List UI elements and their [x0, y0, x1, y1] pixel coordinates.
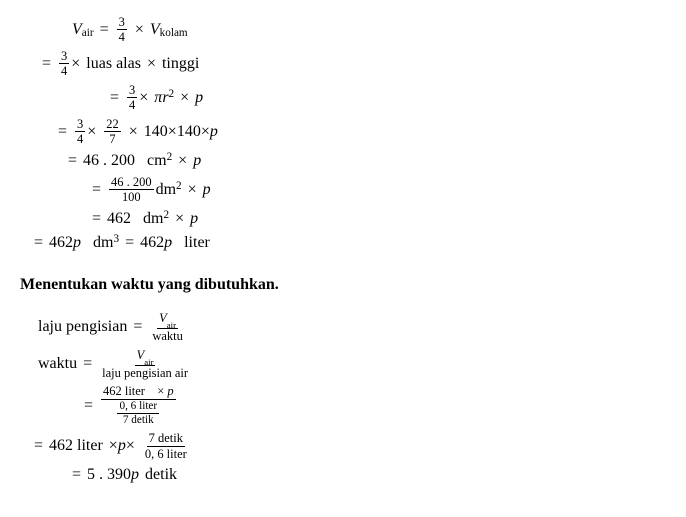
frac-vair-waktu: Vair waktu	[150, 312, 184, 343]
eq2-line-4: = 462 liter × p × 7 detik 0, 6 liter	[20, 432, 666, 460]
var-p: p	[164, 234, 172, 252]
times: ×	[126, 437, 135, 455]
equals: =	[110, 89, 119, 107]
unit-dm: dm	[156, 181, 176, 199]
var-p: p	[195, 89, 203, 107]
equals: =	[58, 123, 67, 141]
frac-complex: 462 liter × p 0, 6 liter 7 detik	[101, 385, 176, 426]
eq2-line-2: waktu = Vair laju pengisian air	[20, 349, 666, 380]
equals: =	[42, 55, 51, 73]
times: ×	[175, 210, 184, 228]
val-462: 462	[107, 210, 131, 228]
var-p: p	[73, 234, 81, 252]
frac-46200-100: 46 . 200100	[109, 176, 154, 204]
eq2-line-5: = 5 . 390p detik	[20, 466, 666, 484]
pi: π	[154, 89, 162, 107]
frac-vair-laju: Vair laju pengisian air	[100, 349, 190, 380]
eq-line-6: = 46 . 200100 dm2 × p	[20, 176, 666, 204]
frac-22-7: 227	[104, 118, 120, 146]
section-heading: Menentukan waktu yang dibutuhkan.	[20, 276, 666, 294]
equals: =	[125, 234, 134, 252]
equals: =	[100, 21, 109, 39]
times: ×	[139, 89, 148, 107]
equals: =	[83, 355, 92, 373]
times: ×	[168, 123, 177, 141]
equals: =	[92, 210, 101, 228]
sub-air: air	[82, 27, 94, 39]
val-462: 462	[140, 234, 164, 252]
sup-2: 2	[163, 209, 169, 221]
text-luas-alas: luas alas	[86, 55, 141, 73]
equals: =	[84, 397, 93, 415]
text-waktu: waktu	[38, 355, 77, 373]
unit-detik: detik	[145, 466, 177, 484]
eq-line-4: = 34 × 227 × 140 × 140 × p	[20, 118, 666, 146]
equals: =	[72, 466, 81, 484]
val-462-liter: 462 liter	[49, 437, 103, 455]
frac-7detik: 7 detik 0, 6 liter	[143, 432, 189, 460]
equals: =	[92, 181, 101, 199]
times: ×	[201, 123, 210, 141]
text-tinggi: tinggi	[162, 55, 199, 73]
times: ×	[178, 152, 187, 170]
eq2-line-1: laju pengisian = Vair waktu	[20, 312, 666, 343]
equals: =	[133, 318, 142, 336]
val-462: 462	[49, 234, 73, 252]
times: ×	[129, 123, 138, 141]
var-V2: V	[150, 21, 160, 39]
sup-2: 2	[176, 180, 182, 192]
equals: =	[68, 152, 77, 170]
sup-3: 3	[113, 233, 119, 245]
sup-2: 2	[169, 88, 175, 100]
eq-line-8: = 462p dm3 = 462p liter	[20, 234, 666, 252]
frac-3-4: 34	[75, 118, 85, 146]
var-p: p	[131, 466, 139, 484]
equals: =	[34, 437, 43, 455]
eq-line-3: = 34 × πr2 × p	[20, 84, 666, 112]
frac-3-4: 34	[117, 16, 127, 44]
val-140: 140	[177, 123, 201, 141]
times: ×	[135, 21, 144, 39]
times: ×	[71, 55, 80, 73]
frac-inner: 0, 6 liter 7 detik	[117, 401, 159, 426]
text-laju-pengisian: laju pengisian	[38, 318, 127, 336]
eq-line-5: = 46 . 200 cm2 × p	[20, 152, 666, 170]
times: ×	[188, 181, 197, 199]
var-p: p	[190, 210, 198, 228]
var-p: p	[210, 123, 218, 141]
eq-line-1: Vair = 34 × Vkolam	[20, 16, 666, 44]
unit-liter: liter	[184, 234, 210, 252]
equals: =	[34, 234, 43, 252]
frac-3-4: 34	[59, 50, 69, 78]
var-p: p	[203, 181, 211, 199]
frac-3-4: 34	[127, 84, 137, 112]
val-140: 140	[144, 123, 168, 141]
val-46200: 46 . 200	[83, 152, 135, 170]
var-p: p	[193, 152, 201, 170]
var-V: V	[72, 21, 82, 39]
unit-dm: dm	[143, 210, 163, 228]
sub-kolam: kolam	[160, 27, 188, 39]
times: ×	[109, 437, 118, 455]
times: ×	[180, 89, 189, 107]
sup-2: 2	[167, 151, 173, 163]
unit-cm: cm	[147, 152, 167, 170]
times: ×	[147, 55, 156, 73]
times: ×	[87, 123, 96, 141]
eq2-line-3: = 462 liter × p 0, 6 liter 7 detik	[20, 385, 666, 426]
unit-dm: dm	[93, 234, 113, 252]
var-p: p	[118, 437, 126, 455]
eq-line-7: = 462 dm2 × p	[20, 210, 666, 228]
val-5390: 5 . 390	[87, 466, 131, 484]
eq-line-2: = 34 × luas alas × tinggi	[20, 50, 666, 78]
